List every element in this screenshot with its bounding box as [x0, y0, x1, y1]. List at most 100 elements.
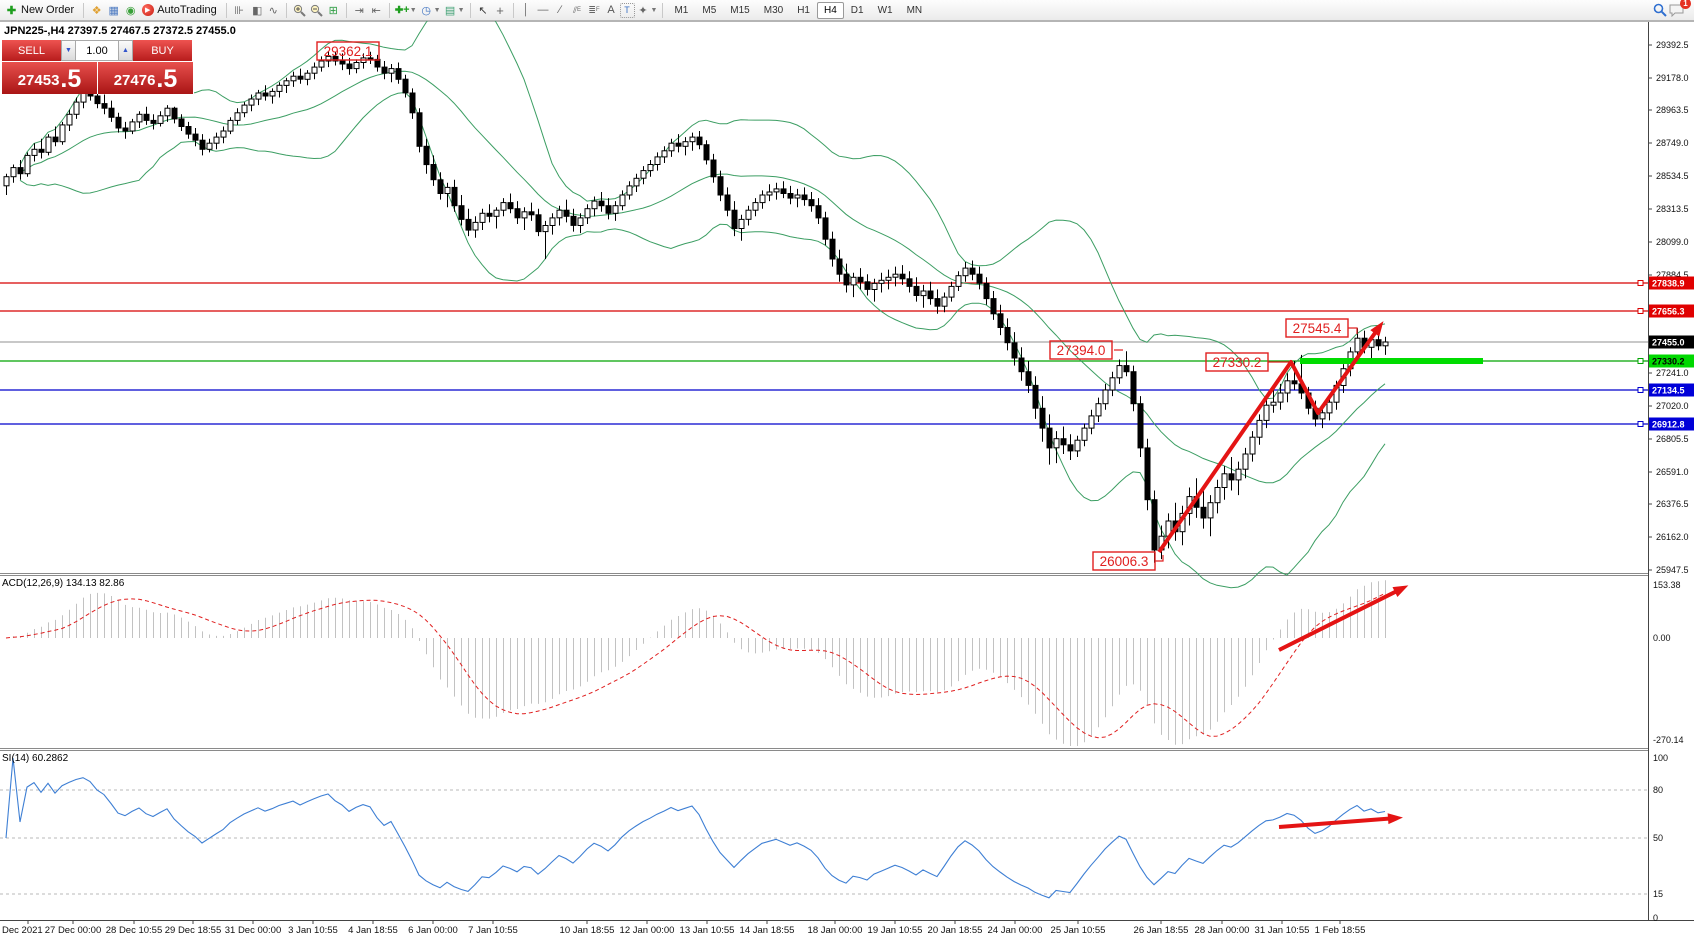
fibonacci-icon[interactable]: ≣ F: [588, 4, 600, 15]
candle: [1081, 427, 1088, 441]
timeframe-h4[interactable]: H4: [816, 1, 844, 19]
periods-caret-icon[interactable]: ▼: [433, 6, 441, 14]
svg-text:14 Jan 18:55: 14 Jan 18:55: [740, 925, 795, 936]
chat-icon[interactable]: 1: [1668, 0, 1691, 19]
search-icon[interactable]: [1651, 2, 1668, 19]
price-annotations[interactable]: 29362.1 27394.0 27330.2 27545.4 26006.3: [316, 41, 1358, 571]
candle: [752, 202, 759, 211]
channel-icon[interactable]: ⫽ E: [573, 4, 582, 15]
candle: [1088, 415, 1095, 429]
candle: [108, 107, 115, 118]
divider: [345, 2, 347, 18]
bar-chart-icon[interactable]: ⊪: [234, 4, 245, 17]
arrows-caret-icon[interactable]: ▼: [650, 6, 658, 14]
timeframe-h1[interactable]: H1: [797, 4, 810, 16]
new-order-button[interactable]: New Order: [21, 4, 75, 16]
candle: [227, 119, 234, 132]
text-icon[interactable]: A: [607, 4, 615, 16]
divider: [225, 2, 227, 18]
annotation-box[interactable]: [1049, 340, 1113, 360]
indicators-caret-icon[interactable]: ▼: [409, 6, 417, 14]
candle: [423, 145, 430, 166]
svg-text:1 Feb 18:55: 1 Feb 18:55: [1315, 925, 1366, 936]
candle: [444, 186, 451, 194]
line-handle[interactable]: [1637, 308, 1644, 314]
periods-icon[interactable]: ◷: [421, 4, 431, 17]
timeframe-m15[interactable]: M15: [730, 4, 750, 16]
data-window-icon[interactable]: ▦: [108, 4, 119, 17]
candlestick-chart-icon[interactable]: ▮▯: [252, 4, 262, 17]
vertical-line-icon[interactable]: │: [522, 4, 530, 16]
candle: [1053, 438, 1060, 449]
svg-text:0: 0: [1653, 913, 1658, 923]
tile-windows-icon[interactable]: ⊞: [328, 4, 338, 17]
candle: [535, 214, 542, 233]
candle: [458, 205, 465, 220]
chart-profiles-icon[interactable]: ❖: [91, 4, 102, 17]
svg-text:27020.0: 27020.0: [1656, 401, 1689, 411]
svg-text:28099.0: 28099.0: [1656, 237, 1689, 247]
candle: [395, 68, 402, 80]
text-label-icon[interactable]: T: [619, 2, 635, 18]
svg-text:15: 15: [1653, 889, 1663, 899]
indicators-icon[interactable]: 🞦+: [394, 3, 410, 16]
cursor-icon[interactable]: ↖: [478, 4, 488, 17]
chat-badge: 1: [1680, 0, 1691, 9]
candle: [668, 142, 675, 152]
chart-shift-icon[interactable]: ⇤: [371, 4, 381, 17]
candle: [1039, 407, 1046, 429]
candle: [850, 276, 857, 286]
sell-price-panel[interactable]: 27453.5: [2, 62, 97, 94]
autotrading-button[interactable]: AutoTrading: [157, 4, 217, 16]
macd-pane: [5, 580, 1386, 746]
line-handle[interactable]: [1637, 421, 1644, 427]
line-handle[interactable]: [1637, 387, 1644, 393]
horizontal-line-icon[interactable]: —: [537, 4, 549, 16]
auto-scroll-icon[interactable]: ⇥: [354, 4, 364, 17]
timeframe-d1[interactable]: D1: [850, 4, 864, 16]
red-arrow[interactable]: [1278, 586, 1404, 652]
candle: [647, 164, 654, 172]
autotrading-icon[interactable]: ▶: [139, 2, 156, 19]
volume-down-button[interactable]: ▼: [61, 40, 76, 61]
line-chart-icon[interactable]: ∿: [268, 4, 278, 17]
candle: [1123, 365, 1130, 373]
buy-button[interactable]: BUY: [133, 40, 192, 61]
volume-input[interactable]: [76, 40, 118, 61]
timeframe-w1[interactable]: W1: [877, 4, 893, 16]
timeframe-m1[interactable]: M1: [674, 4, 689, 16]
red-arrow[interactable]: [1157, 324, 1382, 554]
svg-text:27330.2: 27330.2: [1652, 357, 1685, 367]
buy-price-panel[interactable]: 27476.5: [98, 62, 193, 94]
volume-up-button[interactable]: ▲: [118, 40, 133, 61]
arrows-icon[interactable]: ✦: [638, 4, 648, 17]
line-handle[interactable]: [1637, 358, 1644, 364]
price-axis[interactable]: 29392.5 29178.0 28963.5 28749.0 28534.5 28313…: [1648, 40, 1694, 923]
templates-icon[interactable]: ▤: [444, 4, 456, 17]
zoom-in-icon[interactable]: [291, 2, 308, 19]
trendline-icon[interactable]: ∕: [559, 4, 561, 16]
signals-icon[interactable]: ◉: [125, 4, 136, 17]
candle: [143, 113, 150, 121]
candle: [493, 209, 500, 217]
annotation-box[interactable]: [316, 41, 380, 61]
timeframe-mn[interactable]: MN: [906, 4, 923, 16]
red-arrow[interactable]: [1278, 816, 1398, 829]
green-trend-segment[interactable]: [1300, 358, 1483, 364]
line-handle[interactable]: [1637, 280, 1644, 286]
templates-caret-icon[interactable]: ▼: [457, 6, 465, 14]
trend-arrows[interactable]: [1157, 321, 1409, 829]
svg-text:26006.3: 26006.3: [1100, 554, 1149, 569]
timeframe-m30[interactable]: M30: [763, 4, 784, 16]
horizontal-price-lines[interactable]: [0, 282, 1648, 425]
zoom-out-icon[interactable]: [308, 2, 325, 19]
time-axis[interactable]: Dec 2021 27 Dec 00:00 28 Dec 10:55 29 Dec 1…: [2, 920, 1365, 936]
sell-button[interactable]: SELL: [2, 40, 61, 61]
new-order-icon[interactable]: ✚: [6, 4, 17, 17]
crosshair-icon[interactable]: +: [496, 2, 504, 18]
candle: [1235, 468, 1242, 481]
price-badge: [1649, 417, 1694, 431]
candle: [1319, 412, 1326, 420]
timeframe-m5[interactable]: M5: [702, 4, 717, 16]
